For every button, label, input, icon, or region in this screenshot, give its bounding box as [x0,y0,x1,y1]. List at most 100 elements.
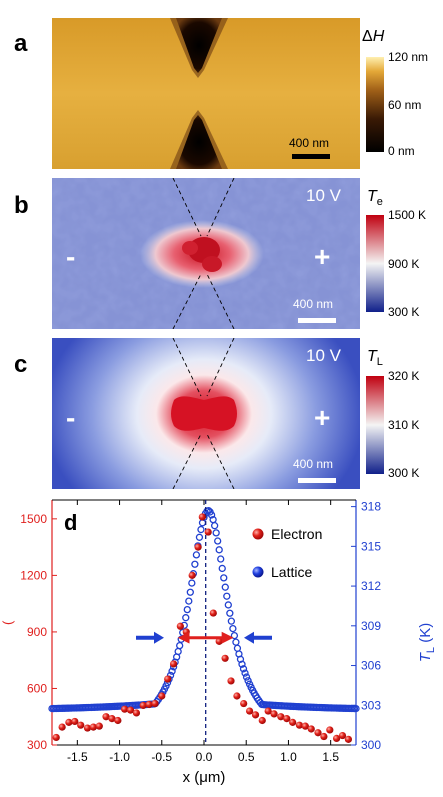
panel-b-colorbar-tick-mid: 900 K [388,257,420,271]
panel-d-label: d [64,510,77,535]
lattice-point [197,525,205,534]
panel-b-positive-sign: + [314,241,331,272]
panel-c-colorbar [366,376,384,474]
panel-a-scalebar-label: 400 nm [289,136,330,150]
lattice-point [185,597,193,605]
electron-point [188,571,196,579]
right-tick-label: 312 [361,579,381,593]
x-tick-label: 0.5 [238,750,255,764]
lattice-point [236,655,245,663]
lattice-point [176,641,184,650]
panel-c-positive-sign: + [314,402,331,433]
panel-b-electron-temperature-map [52,178,360,329]
legend-lattice-label: Lattice [271,564,312,580]
lattice-point [207,511,216,519]
electron-point [114,716,122,725]
legend-lattice-marker [252,566,264,578]
lattice-point [229,624,237,633]
electron-point [221,654,229,662]
panel-b-colorbar-title: Te [367,188,383,209]
panel-c-colorbar-title: TL [367,348,383,369]
lattice-point [244,677,252,685]
electron-point [71,717,79,726]
electron-point [270,710,278,718]
electron-point [283,715,291,723]
electron-point [307,725,315,733]
lattice-point [177,635,185,643]
panel-a-topography-map [52,18,360,169]
electron-point [126,706,135,714]
electron-point [182,628,190,636]
lattice-point [352,704,360,713]
panel-c-colorbar-tick-min: 300 K [388,466,420,480]
right-tick-label: 318 [361,500,381,514]
lattice-point [214,537,222,545]
lattice-point [217,555,225,563]
lattice-point [224,601,232,609]
right-axis-label: TL (K) [417,623,437,662]
electron-point [170,660,178,668]
electron-point [233,692,241,700]
x-tick-label: 0.0 [196,750,213,764]
legend-electron-marker [252,528,264,540]
x-tick-label: -1.5 [67,750,88,764]
lattice-point [192,551,201,559]
electron-point [52,733,60,742]
electron-point [320,732,328,741]
x-tick-label: -0.5 [151,750,172,764]
lattice-point [241,669,249,677]
right-tick-label: 303 [361,698,381,712]
panel-a-colorbar-tick-min: 0 nm [388,144,415,158]
lattice-point [215,546,223,554]
lattice-point [186,588,194,596]
panel-b-scalebar [298,318,336,323]
electron-point [58,723,66,731]
panel-c-colorbar-tick-max: 320 K [388,369,420,383]
electron-point [301,722,309,730]
left-tick-label: 600 [27,681,47,695]
electron-point [295,721,304,729]
electron-point [83,724,92,732]
panel-b-label: b [14,192,29,219]
x-tick-label: 1.5 [322,750,339,764]
lattice-point [183,605,191,614]
lattice-point [191,560,199,568]
panel-b-voltage-label: 10 V [306,186,341,205]
electron-point [227,677,235,685]
panel-c-scalebar [298,478,336,483]
lattice-point [188,579,196,587]
lattice-point [218,564,226,573]
electron-point [176,622,184,630]
panel-a-scalebar [292,154,330,159]
left-tick-label: 1200 [20,568,47,582]
left-tick-label: 1500 [20,512,47,526]
electron-point [240,699,248,708]
panel-a-label: a [14,30,28,57]
lattice-fwhm-left-arrow [136,631,164,644]
panel-a-colorbar-tick-mid: 60 nm [388,98,422,112]
lattice-point [182,614,190,622]
panel-c-colorbar-tick-mid: 310 K [388,418,420,432]
lattice-point [232,638,240,646]
electron-point [277,713,285,721]
lattice-point [239,665,248,673]
electron-point [258,716,266,725]
x-tick-label: 1.0 [280,750,297,764]
electron-point [77,721,85,729]
right-tick-label: 315 [361,539,381,553]
electron-point [314,729,322,737]
lattice-fwhm-right-arrow [244,631,272,644]
electron-point [145,700,153,709]
lattice-point [238,660,246,668]
electron-point [338,731,347,740]
left-axis-label: ( [0,620,15,625]
electron-point [164,675,172,683]
panel-a-colorbar-tick-max: 120 nm [388,50,429,64]
panel-b-colorbar-tick-max: 1500 K [388,208,427,222]
electron-point [344,735,352,743]
electron-point [65,718,73,726]
electron-point [151,699,159,708]
lattice-point [174,647,182,656]
panel-b-colorbar-tick-min: 300 K [388,305,420,319]
electron-point [89,723,97,731]
